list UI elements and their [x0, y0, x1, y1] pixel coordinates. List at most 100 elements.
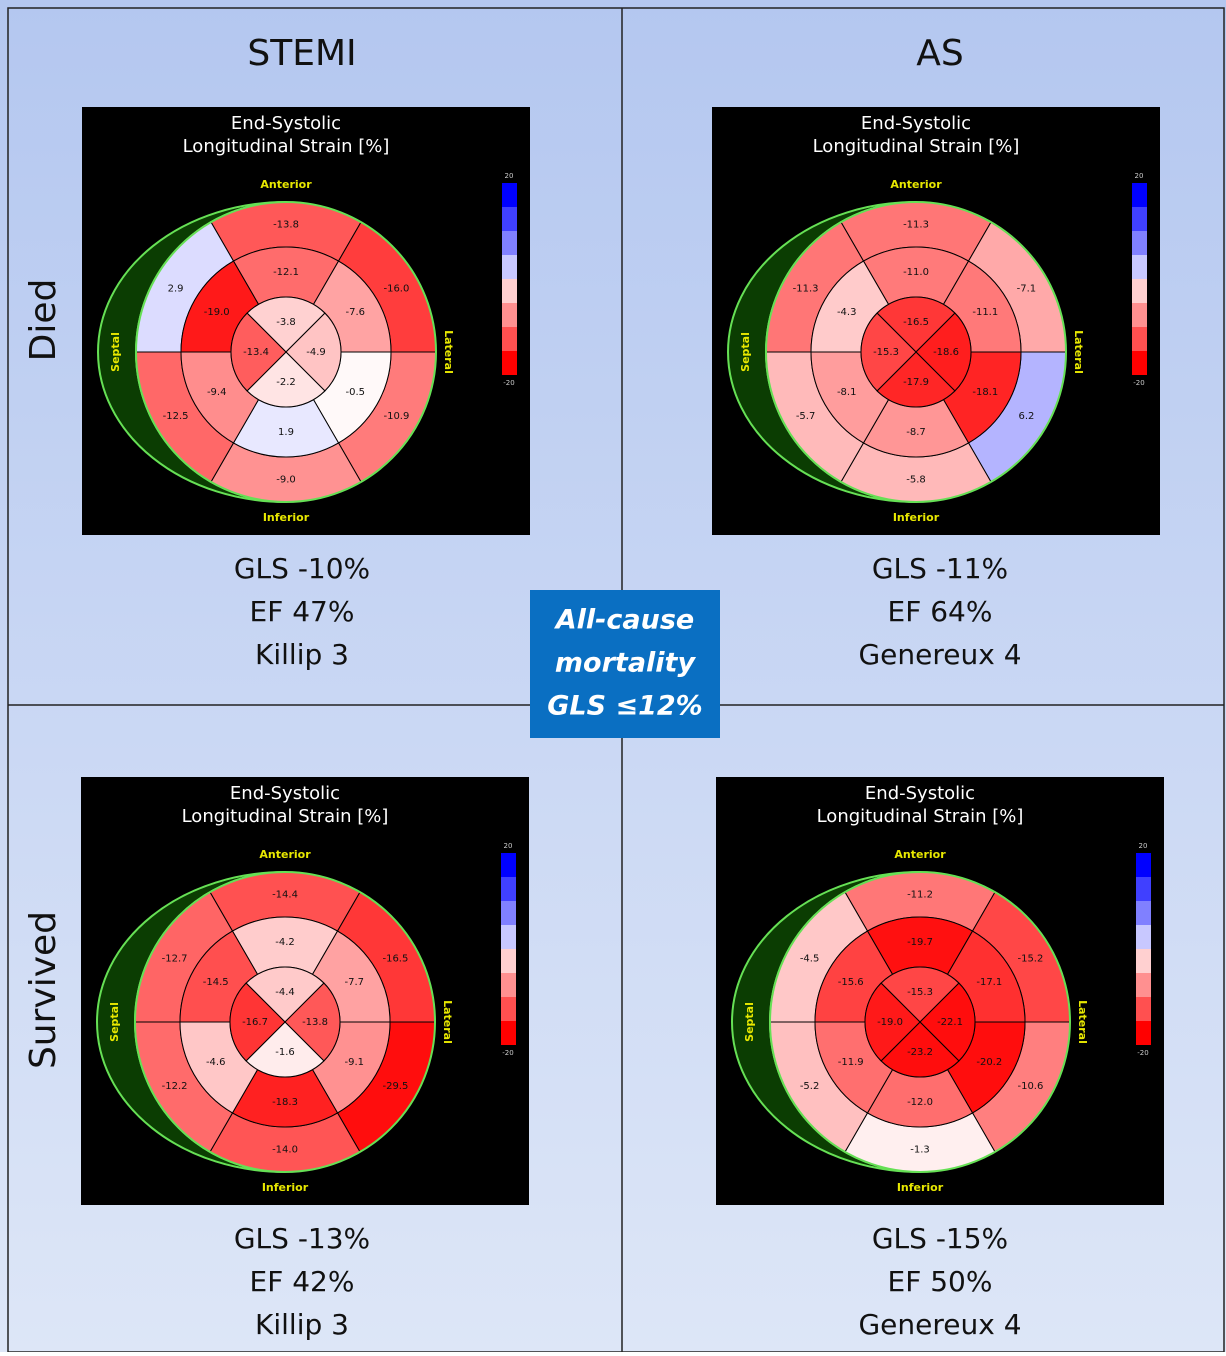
- orientation-label: Septal: [739, 332, 752, 372]
- stat-line: EF 47%: [250, 595, 355, 628]
- segment-value: -17.9: [903, 377, 929, 388]
- segment: [919, 982, 976, 1062]
- colorbar-step: [502, 351, 517, 375]
- center-box-text: mortality: [555, 648, 697, 679]
- colorbar-step: [501, 949, 516, 973]
- outline: [134, 871, 436, 1173]
- colorbar-step: [1132, 231, 1147, 255]
- center-box-text: All-cause: [554, 605, 694, 636]
- colorbar-step: [501, 1021, 516, 1045]
- segment-value: -11.0: [903, 267, 929, 278]
- segment-value: -14.0: [272, 1145, 298, 1156]
- panel-title: Longitudinal Strain [%]: [813, 136, 1020, 157]
- segment-value: -15.3: [873, 347, 899, 358]
- segment-value: -16.5: [903, 317, 929, 328]
- segment-value: -4.5: [800, 953, 820, 964]
- segment-value: -13.8: [273, 220, 299, 231]
- segment-value: -29.5: [382, 1081, 408, 1092]
- segment-value: -3.8: [276, 317, 296, 328]
- colorbar-step: [1132, 255, 1147, 279]
- segment-value: -14.5: [203, 977, 229, 988]
- panel-title: End-Systolic: [231, 113, 341, 134]
- segment: [915, 312, 972, 392]
- orientation-label: Septal: [109, 332, 122, 372]
- segment-value: -12.2: [162, 1081, 188, 1092]
- colorbar-step: [501, 877, 516, 901]
- segment-value: -18.1: [972, 387, 998, 398]
- segment-value: -15.6: [838, 977, 864, 988]
- orientation-label: Inferior: [262, 1181, 309, 1194]
- colorbar-step: [501, 901, 516, 925]
- stat-line: Genereux 4: [858, 638, 1021, 671]
- stat-line: EF 42%: [250, 1265, 355, 1298]
- segment-value: 6.2: [1018, 411, 1034, 422]
- colorbar-label: 20: [504, 842, 513, 850]
- segment-value: -16.5: [382, 953, 408, 964]
- stat-line: Killip 3: [255, 638, 349, 671]
- segment-value: -19.0: [877, 1017, 903, 1028]
- panel-title: Longitudinal Strain [%]: [183, 136, 390, 157]
- segment-value: -17.1: [976, 977, 1002, 988]
- colorbar-step: [501, 853, 516, 877]
- segment-value: -13.8: [302, 1017, 328, 1028]
- stat-line: GLS -15%: [872, 1222, 1008, 1255]
- segment-value: -1.3: [910, 1145, 930, 1156]
- segment-value: -9.1: [345, 1057, 365, 1068]
- segment-value: -13.4: [243, 347, 269, 358]
- segment: [229, 982, 286, 1062]
- orientation-label: Lateral: [1072, 330, 1085, 374]
- segment-value: -1.6: [275, 1047, 295, 1058]
- segment-value: -16.0: [383, 283, 409, 294]
- outline: [769, 871, 1071, 1173]
- segment: [876, 351, 956, 408]
- segment-value: -11.3: [903, 220, 929, 231]
- orientation-label: Anterior: [894, 848, 946, 861]
- orientation-label: Anterior: [259, 848, 311, 861]
- segment-value: -7.7: [345, 977, 365, 988]
- segment-value: -19.7: [907, 937, 933, 948]
- outline: [135, 201, 437, 503]
- segment: [246, 351, 326, 408]
- segment-value: -5.7: [796, 411, 816, 422]
- colorbar-step: [502, 207, 517, 231]
- orientation-label: Inferior: [893, 511, 940, 524]
- segment-value: -23.2: [907, 1047, 933, 1058]
- orientation-label: Inferior: [263, 511, 310, 524]
- segment-value: -12.0: [907, 1097, 933, 1108]
- colorbar-label: 20: [1135, 172, 1144, 180]
- segment-value: -18.6: [933, 347, 959, 358]
- segment: [876, 296, 956, 353]
- colorbar-label: -20: [1137, 1049, 1148, 1057]
- panel-title: End-Systolic: [230, 783, 340, 804]
- colorbar-step: [502, 183, 517, 207]
- segment-value: -16.7: [242, 1017, 268, 1028]
- center-box: [530, 590, 720, 738]
- segment-value: -9.0: [276, 475, 296, 486]
- stat-line: GLS -11%: [872, 552, 1008, 585]
- segment-value: -19.0: [204, 307, 230, 318]
- segment-value: -7.6: [346, 307, 366, 318]
- colorbar-step: [1136, 973, 1151, 997]
- segment-value: -2.2: [276, 377, 296, 388]
- segment-value: -15.2: [1017, 953, 1043, 964]
- segment: [285, 312, 342, 392]
- segment-value: -10.9: [383, 411, 409, 422]
- segment-value: -8.7: [906, 427, 926, 438]
- segment-value: -4.3: [837, 307, 857, 318]
- colorbar-step: [1136, 877, 1151, 901]
- segment: [864, 982, 921, 1062]
- colorbar-label: -20: [1133, 379, 1144, 387]
- segment-value: -5.8: [906, 475, 926, 486]
- colorbar-step: [1136, 1021, 1151, 1045]
- colorbar-step: [1132, 303, 1147, 327]
- segment-value: -4.9: [306, 347, 326, 358]
- segment-value: -4.4: [275, 987, 295, 998]
- segment: [880, 1021, 960, 1078]
- segment-value: -7.1: [1017, 283, 1037, 294]
- segment: [245, 966, 325, 1023]
- colorbar-step: [1136, 949, 1151, 973]
- stat-line: GLS -10%: [234, 552, 370, 585]
